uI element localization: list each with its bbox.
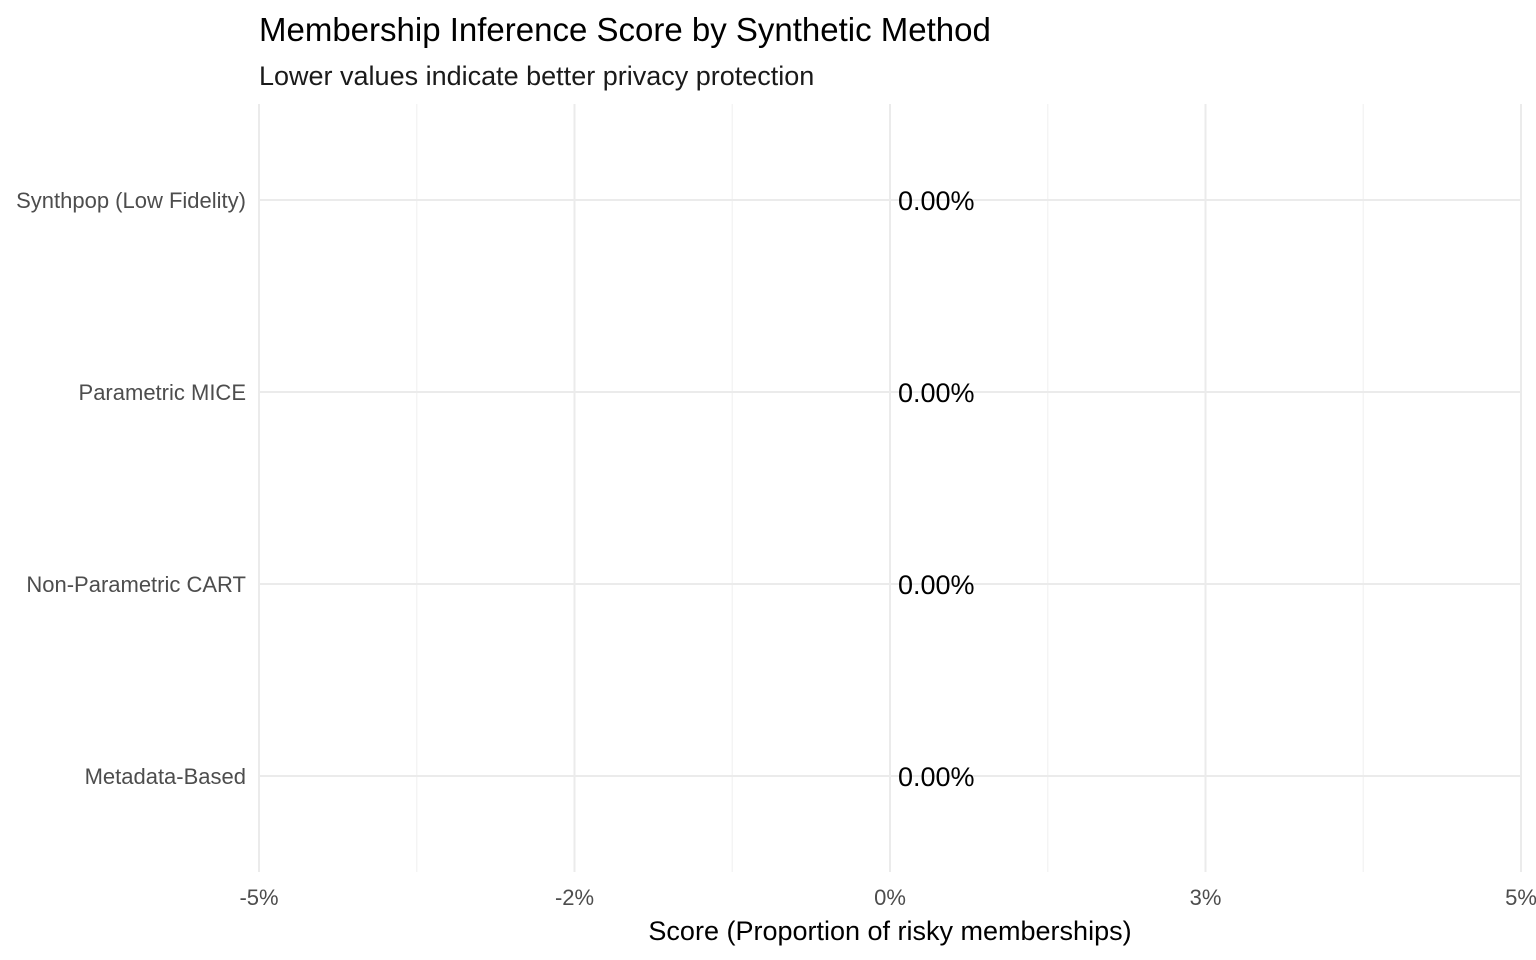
x-tick-label: 3% (1190, 885, 1222, 910)
x-tick-label: -2% (555, 885, 594, 910)
data-label: 0.00% (898, 570, 975, 600)
chart-title: Membership Inference Score by Synthetic … (259, 11, 991, 48)
data-labels: 0.00% 0.00% 0.00% 0.00% (898, 186, 975, 792)
data-label: 0.00% (898, 762, 975, 792)
grid (258, 104, 1522, 872)
chart-subtitle: Lower values indicate better privacy pro… (259, 61, 814, 91)
y-tick-label: Synthpop (Low Fidelity) (16, 188, 246, 213)
y-axis-labels: Synthpop (Low Fidelity) Parametric MICE No… (16, 188, 246, 789)
x-axis-title: Score (Proportion of risky memberships) (648, 916, 1131, 946)
y-tick-label: Parametric MICE (79, 380, 246, 405)
x-tick-label: 0% (874, 885, 906, 910)
y-tick-label: Metadata-Based (85, 764, 246, 789)
y-tick-label: Non-Parametric CART (26, 572, 246, 597)
x-tick-label: -5% (239, 885, 278, 910)
x-axis-labels: -5% -2% 0% 3% 5% (239, 885, 1536, 910)
data-label: 0.00% (898, 186, 975, 216)
x-tick-label: 5% (1505, 885, 1536, 910)
data-label: 0.00% (898, 378, 975, 408)
